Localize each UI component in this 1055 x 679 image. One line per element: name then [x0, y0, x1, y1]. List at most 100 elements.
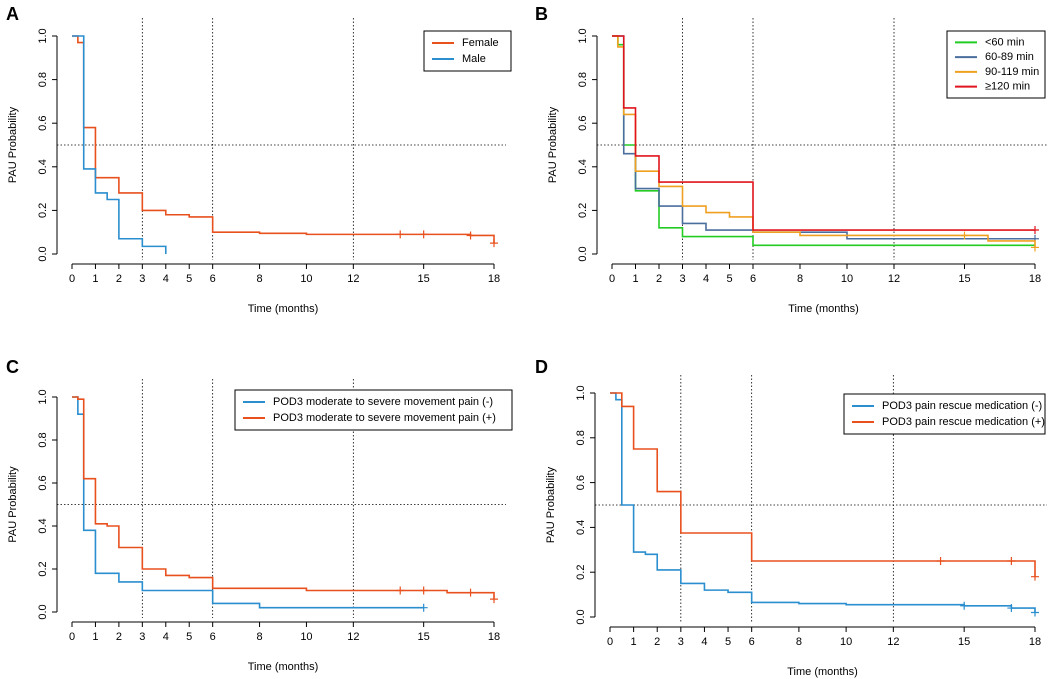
- censor-mark: [1031, 572, 1039, 581]
- legend-entry: ≥120 min: [985, 81, 1030, 93]
- series-line: [612, 35, 1035, 231]
- panel-d: D0.00.20.40.60.81.00 1 2 3 4 5 6 8 10 12 15 18Time …: [535, 357, 1047, 678]
- x-tick-label: 10: [300, 273, 312, 285]
- y-tick-label: 0.8: [37, 72, 49, 87]
- censor-mark: [466, 231, 475, 240]
- series-line: [612, 35, 1035, 247]
- x-tick-label: 3: [139, 273, 145, 285]
- x-tick-label: 5: [186, 273, 192, 285]
- censor-mark: [419, 230, 428, 239]
- y-tick-label: 0.8: [37, 432, 49, 447]
- x-tick-label: 0: [69, 273, 75, 285]
- x-tick-label: 15: [418, 273, 430, 285]
- censor-mark: [960, 231, 969, 240]
- x-tick-label: 6: [210, 273, 216, 285]
- x-tick-label: 8: [796, 636, 802, 648]
- series-line: [72, 396, 495, 600]
- censor-mark: [1031, 608, 1039, 617]
- x-tick-label: 10: [841, 273, 853, 285]
- y-tick-label: 0.4: [575, 520, 587, 535]
- y-tick-label: 0.2: [37, 561, 49, 576]
- x-tick-label: 0: [69, 631, 75, 643]
- y-tick-label: 1.0: [575, 385, 587, 400]
- panel-letter: D: [535, 357, 548, 377]
- series-line: [72, 396, 424, 609]
- x-axis-title: Time (months): [248, 661, 319, 673]
- censor-mark: [1031, 243, 1039, 252]
- x-tick-label: 12: [347, 631, 359, 643]
- x-tick-label: 3: [139, 631, 145, 643]
- y-tick-label: 0.4: [37, 518, 49, 533]
- legend-entry: Female: [462, 37, 499, 49]
- x-tick-label: 6: [750, 273, 756, 285]
- censor-mark: [419, 586, 428, 595]
- x-tick-label: 10: [300, 631, 312, 643]
- x-tick-label: 0: [607, 636, 613, 648]
- x-tick-label: 4: [703, 273, 709, 285]
- series-line: [610, 392, 1036, 577]
- legend-entry: Male: [462, 53, 486, 65]
- legend-entry: POD3 pain rescue medication (-): [882, 400, 1042, 412]
- panel-c: C0.00.20.40.60.81.00 1 2 3 4 5 6 8 10 12 15 18Time …: [6, 357, 513, 673]
- censor-mark: [1031, 226, 1039, 235]
- legend-entry: 90-119 min: [985, 66, 1039, 78]
- legend-entry: 60-89 min: [985, 51, 1034, 63]
- y-tick-label: 0.6: [37, 475, 49, 490]
- x-tick-label: 2: [654, 636, 660, 648]
- y-tick-label: 0.4: [37, 159, 49, 174]
- x-tick-label: 18: [1029, 636, 1041, 648]
- x-tick-label: 4: [163, 631, 169, 643]
- x-tick-label: 8: [256, 273, 262, 285]
- y-tick-label: 1.0: [37, 28, 49, 43]
- censor-mark: [490, 239, 498, 248]
- panel-letter: B: [535, 4, 548, 24]
- x-tick-label: 5: [726, 273, 732, 285]
- panel-b: B0.00.20.40.60.81.00 1 2 3 4 5 6 8 10 12 15 18Time …: [535, 4, 1047, 315]
- y-tick-label: 0.6: [37, 116, 49, 131]
- censor-mark: [396, 230, 405, 239]
- y-axis-title: PAU Probability: [547, 106, 559, 183]
- x-tick-label: 12: [887, 636, 899, 648]
- censor-mark: [466, 588, 475, 597]
- x-tick-label: 1: [92, 273, 98, 285]
- x-tick-label: 15: [958, 273, 970, 285]
- x-tick-label: 15: [958, 636, 970, 648]
- x-tick-label: 5: [186, 631, 192, 643]
- censor-mark: [1007, 557, 1016, 565]
- x-tick-label: 10: [840, 636, 852, 648]
- legend-box: [843, 393, 1046, 435]
- x-tick-label: 1: [92, 631, 98, 643]
- x-tick-label: 0: [609, 273, 615, 285]
- x-tick-label: 2: [116, 631, 122, 643]
- y-tick-label: 0.6: [575, 475, 587, 490]
- y-tick-label: 0.0: [575, 609, 587, 624]
- x-tick-label: 6: [210, 631, 216, 643]
- y-axis-title: PAU Probability: [545, 466, 557, 543]
- x-tick-label: 4: [163, 273, 169, 285]
- x-tick-label: 1: [631, 636, 637, 648]
- legend-entry: <60 min: [985, 36, 1024, 48]
- legend-entry: POD3 moderate to severe movement pain (-…: [273, 396, 493, 408]
- x-axis-title: Time (months): [248, 303, 319, 315]
- panel-letter: C: [6, 357, 19, 377]
- y-tick-label: 1.0: [577, 28, 589, 43]
- y-tick-label: 0.0: [37, 604, 49, 619]
- legend-entry: POD3 pain rescue medication (+): [882, 416, 1045, 428]
- y-tick-label: 0.6: [577, 116, 589, 131]
- censor-mark: [396, 586, 405, 595]
- y-tick-label: 0.2: [577, 203, 589, 218]
- series-line: [72, 35, 167, 254]
- y-tick-label: 1.0: [37, 389, 49, 404]
- y-tick-label: 0.0: [577, 246, 589, 261]
- x-tick-label: 5: [725, 636, 731, 648]
- x-tick-label: 2: [116, 273, 122, 285]
- y-tick-label: 0.0: [37, 246, 49, 261]
- x-tick-label: 8: [256, 631, 262, 643]
- legend-box: [423, 30, 512, 72]
- x-tick-label: 18: [1029, 273, 1041, 285]
- panel-a: A0.00.20.40.60.81.00 1 2 3 4 5 6 8 10 12 15 18Time …: [6, 4, 512, 315]
- legend-entry: POD3 moderate to severe movement pain (+…: [273, 412, 496, 424]
- x-tick-label: 18: [488, 273, 500, 285]
- y-axis-title: PAU Probability: [7, 106, 19, 183]
